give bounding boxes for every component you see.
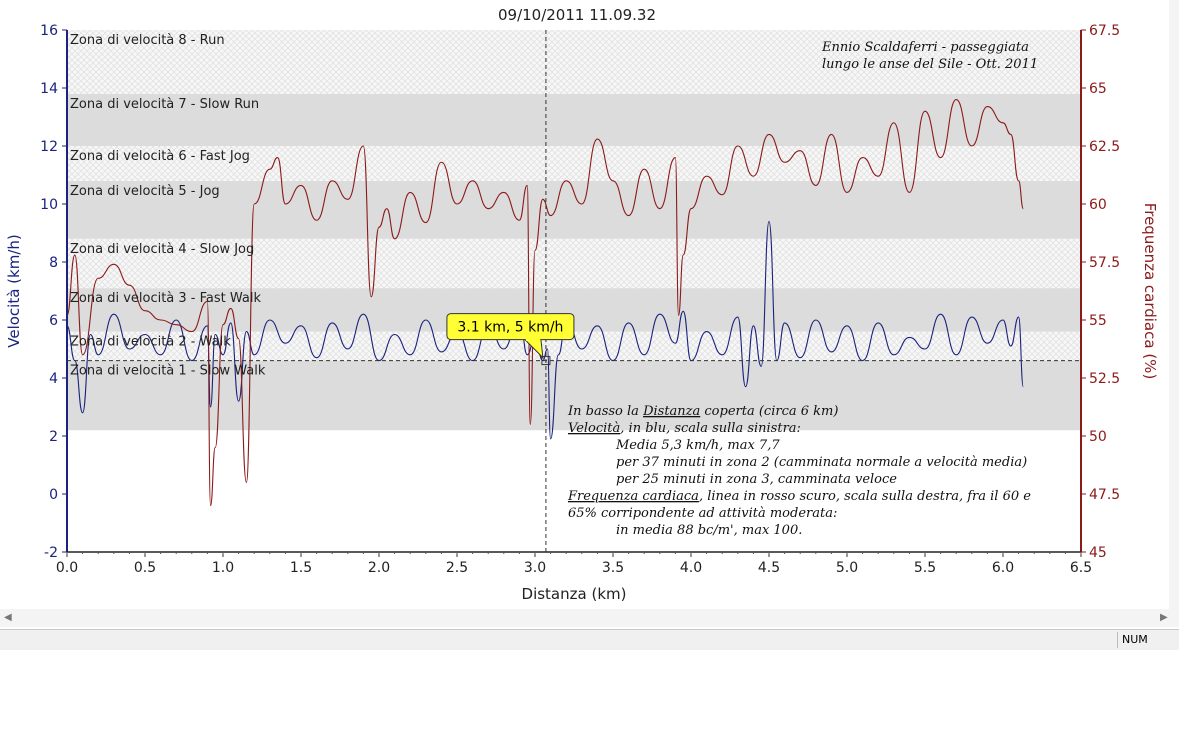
x-tick-label: 4.5	[758, 560, 780, 576]
vertical-scrollbar[interactable]	[1169, 0, 1179, 609]
x-tick-label: 3.0	[524, 560, 546, 576]
zone-label-8: Zona di velocità 8 - Run	[70, 33, 225, 48]
y-right-tick-label: 60	[1089, 197, 1107, 213]
scroll-right-icon[interactable]: ▶	[1160, 612, 1168, 623]
description-line-4: per 37 minuti in zona 2 (camminata norma…	[616, 455, 1027, 470]
y-left-tick-label: 12	[40, 139, 58, 155]
x-tick-label: 6.5	[1070, 560, 1092, 576]
description-line-7: 65% corripondente ad attività moderata:	[568, 506, 837, 521]
speed-zones	[67, 30, 1081, 552]
y-left-tick-label: 4	[49, 371, 58, 387]
y-left-tick-label: 2	[49, 429, 58, 445]
description-line-2: Velocità, in blu, scala sulla sinistra:	[568, 421, 801, 436]
zone-band-6	[67, 146, 1081, 181]
series-line-heart-rate	[67, 99, 1024, 507]
x-tick-label: 1.5	[290, 560, 312, 576]
y-left-tick-label: 8	[49, 255, 58, 271]
y-right-axis-title: Frequenza cardiaca (%)	[1141, 203, 1159, 380]
x-tick-label: 1.0	[212, 560, 234, 576]
x-tick-label: 3.5	[602, 560, 624, 576]
y-right-tick-label: 55	[1089, 313, 1107, 329]
x-tick-label: 5.0	[836, 560, 858, 576]
labels: Zona di velocità 1 - Slow Walk Zona di ve…	[5, 6, 1159, 603]
cursor-tooltip-pointer	[524, 339, 544, 359]
zone-label-5: Zona di velocità 5 - Jog	[70, 184, 220, 199]
zone-label-6: Zona di velocità 6 - Fast Jog	[70, 149, 250, 164]
x-tick-label: 0.5	[134, 560, 156, 576]
description-line-5: per 25 minuti in zona 3, camminata veloc…	[616, 472, 897, 487]
zone-band-1	[67, 360, 1081, 431]
x-tick-label: 6.0	[992, 560, 1014, 576]
y-right-tick-label: 47.5	[1089, 487, 1120, 503]
description-line-8: in media 88 bc/m', max 100.	[616, 523, 802, 538]
zone-label-4: Zona di velocità 4 - Slow Jog	[70, 242, 254, 257]
zone-label-7: Zona di velocità 7 - Slow Run	[70, 97, 259, 112]
chart-title: 09/10/2011 11.09.32	[498, 6, 656, 24]
zone-label-3: Zona di velocità 3 - Fast Walk	[70, 291, 261, 306]
y-left-axis-title: Velocità (km/h)	[5, 234, 23, 348]
x-tick-label: 5.5	[914, 560, 936, 576]
y-right-tick-label: 57.5	[1089, 255, 1120, 271]
y-left-tick-label: 0	[49, 487, 58, 503]
num-lock-indicator: NUM	[1122, 633, 1148, 646]
x-tick-label: 0.0	[56, 560, 78, 576]
description-line-6: Frequenza cardiaca, linea in rosso scuro…	[567, 489, 1031, 504]
cursor-marker	[541, 356, 551, 366]
series-lines	[67, 99, 1024, 507]
zone-band-5	[67, 180, 1081, 239]
x-tick-label: 2.0	[368, 560, 390, 576]
y-right-tick-label: 67.5	[1089, 23, 1120, 39]
y-left-tick-label: -2	[44, 545, 58, 561]
cursor-tooltip-joint	[525, 338, 540, 342]
series-line-speed	[67, 220, 1024, 440]
y-left-tick-label: 10	[40, 197, 58, 213]
cursor-tooltip-box	[446, 313, 575, 341]
y-left-tick-label: 6	[49, 313, 58, 329]
status-separator	[1117, 632, 1118, 648]
y-right-tick-label: 50	[1089, 429, 1107, 445]
y-right-tick-label: 52.5	[1089, 371, 1120, 387]
y-right-tick-label: 45	[1089, 545, 1107, 561]
y-right-tick-label: 62.5	[1089, 139, 1120, 155]
description-line-3: Media 5,3 km/h, max 7,7	[615, 438, 780, 453]
zone-label-1: Zona di velocità 1 - Slow Walk	[70, 364, 266, 379]
x-tick-label: 2.5	[446, 560, 468, 576]
cursor-tooltip-label: 3.1 km, 5 km/h	[457, 320, 563, 336]
x-axis-title: Distanza (km)	[522, 585, 627, 603]
x-tick-label: 4.0	[680, 560, 702, 576]
zone-band-4	[67, 238, 1081, 289]
horizontal-scrollbar[interactable]: ◀ ▶	[0, 609, 1179, 627]
zone-label-2: Zona di velocità 2 - Walk	[70, 335, 231, 350]
description-line-1: In basso la Distanza coperta (circa 6 km…	[567, 404, 838, 419]
author-note-line-2: lungo le anse del Sile - Ott. 2011	[822, 57, 1038, 72]
axes	[62, 29, 1086, 557]
y-right-tick-label: 65	[1089, 81, 1107, 97]
scroll-left-icon[interactable]: ◀	[4, 612, 12, 623]
author-note-line-1: Ennio Scaldaferri - passeggiata	[821, 40, 1029, 55]
zone-band-8	[67, 30, 1081, 94]
chart: Zona di velocità 1 - Slow Walk Zona di ve…	[5, 6, 1159, 603]
zone-band-7	[67, 93, 1081, 146]
y-left-tick-label: 16	[40, 23, 58, 39]
y-left-tick-label: 14	[40, 81, 58, 97]
status-bar: NUM	[0, 629, 1179, 650]
